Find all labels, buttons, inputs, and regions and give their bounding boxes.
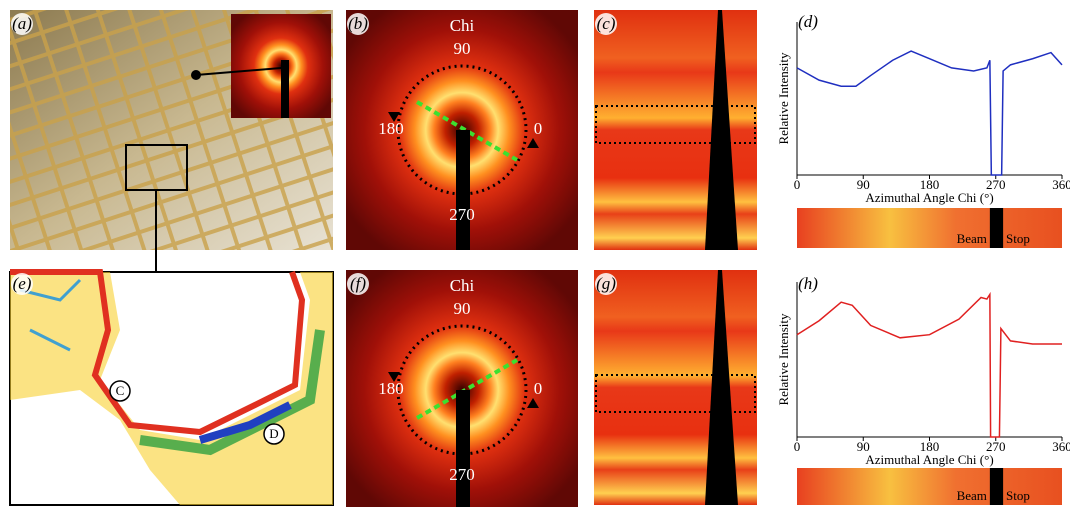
panel-label: (g)	[596, 274, 616, 293]
line	[797, 51, 1062, 175]
angle-label: 90	[454, 39, 471, 58]
beam-stop	[456, 130, 470, 250]
panel-label: (a)	[12, 14, 32, 33]
panel-label: (h)	[798, 274, 818, 293]
angle-label: 180	[378, 379, 404, 398]
angle-label: 90	[454, 299, 471, 318]
strip-label: Beam	[957, 488, 987, 503]
beam-stop	[990, 208, 1003, 248]
angle-label: 0	[534, 119, 543, 138]
axis-title: Chi	[450, 276, 475, 295]
angle-label: 180	[378, 119, 404, 138]
axis-title: Chi	[450, 16, 475, 35]
panel-label: (e)	[13, 274, 32, 293]
angle-label: 270	[449, 205, 475, 224]
marker-label: D	[269, 426, 278, 441]
x-axis-label: Azimuthal Angle Chi (°)	[865, 452, 993, 467]
y-axis-label: Relative Intensity	[776, 52, 791, 145]
x-tick-label: 360	[1052, 177, 1070, 192]
strip-label: Stop	[1006, 231, 1030, 246]
x-tick-label: 0	[794, 439, 801, 454]
angle-label: 0	[534, 379, 543, 398]
marker-label: C	[116, 383, 125, 398]
panel-label: (d)	[798, 12, 818, 31]
y-axis-label: Relative Intensity	[776, 313, 791, 406]
x-tick-label: 0	[794, 177, 801, 192]
strip-label: Stop	[1006, 488, 1030, 503]
line	[797, 294, 1062, 437]
beam-stop	[990, 468, 1003, 505]
x-tick-label: 360	[1052, 439, 1070, 454]
pointer-dot	[191, 70, 201, 80]
panel-label: (c)	[597, 14, 616, 33]
strip-label: Beam	[957, 231, 987, 246]
figure: C D Chi 90 180 0 270 Chi 90 180 0 270 (a) (b) (c) (d)…	[0, 0, 1070, 507]
angle-label: 270	[449, 465, 475, 484]
x-axis-label: Azimuthal Angle Chi (°)	[865, 190, 993, 205]
beam-stop	[456, 390, 470, 507]
beam-stop	[281, 60, 289, 118]
panel-label: (b)	[348, 14, 368, 33]
panel-label: (f)	[350, 274, 366, 293]
